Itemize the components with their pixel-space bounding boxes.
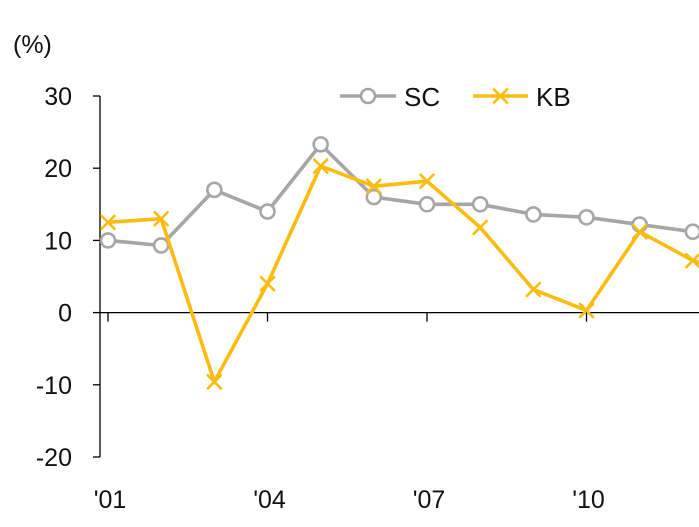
data-point-sc [152, 237, 170, 254]
x-marker-stroke [492, 88, 509, 104]
x-tick-label: '07 [413, 486, 446, 514]
data-point-sc [418, 196, 436, 213]
data-point-kb [631, 223, 648, 240]
y-tick-label: 20 [44, 155, 72, 183]
data-point-kb [578, 302, 595, 319]
data-point-kb [366, 178, 382, 195]
y-tick-label: 0 [58, 300, 72, 328]
series-sc [99, 136, 699, 254]
series-line-kb [107, 164, 699, 384]
x-marker-stroke [419, 173, 435, 189]
data-point-kb [259, 275, 276, 292]
series-line-sc [107, 142, 699, 248]
y-tick-label: -20 [36, 444, 72, 472]
x-marker-stroke [206, 374, 223, 390]
data-point-kb [472, 219, 488, 236]
y-tick-label: 30 [44, 83, 72, 111]
data-point-sc [525, 206, 542, 223]
y-tick-label: 10 [44, 227, 72, 255]
legend: SC KB [340, 82, 571, 112]
legend-marker-kb [492, 88, 509, 104]
data-point-sc [99, 232, 117, 249]
x-marker-stroke [366, 178, 382, 195]
x-marker-stroke [525, 281, 542, 298]
data-point-sc [259, 203, 276, 220]
x-tick-label: '01 [94, 486, 127, 514]
y-unit-label: (%) [13, 31, 52, 59]
data-point-sc [631, 216, 649, 233]
x-marker-stroke [312, 158, 329, 174]
x-marker-stroke [100, 214, 116, 231]
legend-item-kb: KB [473, 82, 571, 112]
x-marker-stroke [685, 252, 699, 269]
data-point-kb [153, 210, 169, 227]
data-point-kb [206, 374, 223, 390]
series-layer [99, 136, 699, 390]
x-tick-label: '10 [572, 486, 605, 514]
legend-item-sc: SC [340, 82, 440, 112]
x-marker-stroke [631, 223, 648, 240]
x-marker-stroke [472, 219, 488, 236]
data-point-kb [312, 158, 329, 174]
x-marker-stroke [259, 275, 276, 292]
series-kb [100, 158, 699, 390]
legend-marker-sc [359, 87, 377, 105]
legend-label-sc: SC [404, 82, 440, 112]
data-point-kb [685, 252, 699, 269]
data-point-kb [100, 214, 116, 231]
legend-label-kb: KB [536, 82, 571, 112]
data-point-sc [365, 188, 383, 206]
data-point-sc [471, 196, 489, 213]
data-point-kb [419, 173, 435, 189]
data-point-sc [684, 223, 699, 241]
data-point-kb [525, 281, 542, 298]
y-tick-label: -10 [36, 372, 72, 400]
x-marker-stroke [153, 210, 169, 227]
x-marker-stroke [578, 302, 595, 319]
data-point-sc [206, 181, 223, 199]
data-point-sc [578, 208, 595, 226]
x-tick-label: '04 [253, 486, 286, 514]
data-point-sc [312, 136, 329, 153]
